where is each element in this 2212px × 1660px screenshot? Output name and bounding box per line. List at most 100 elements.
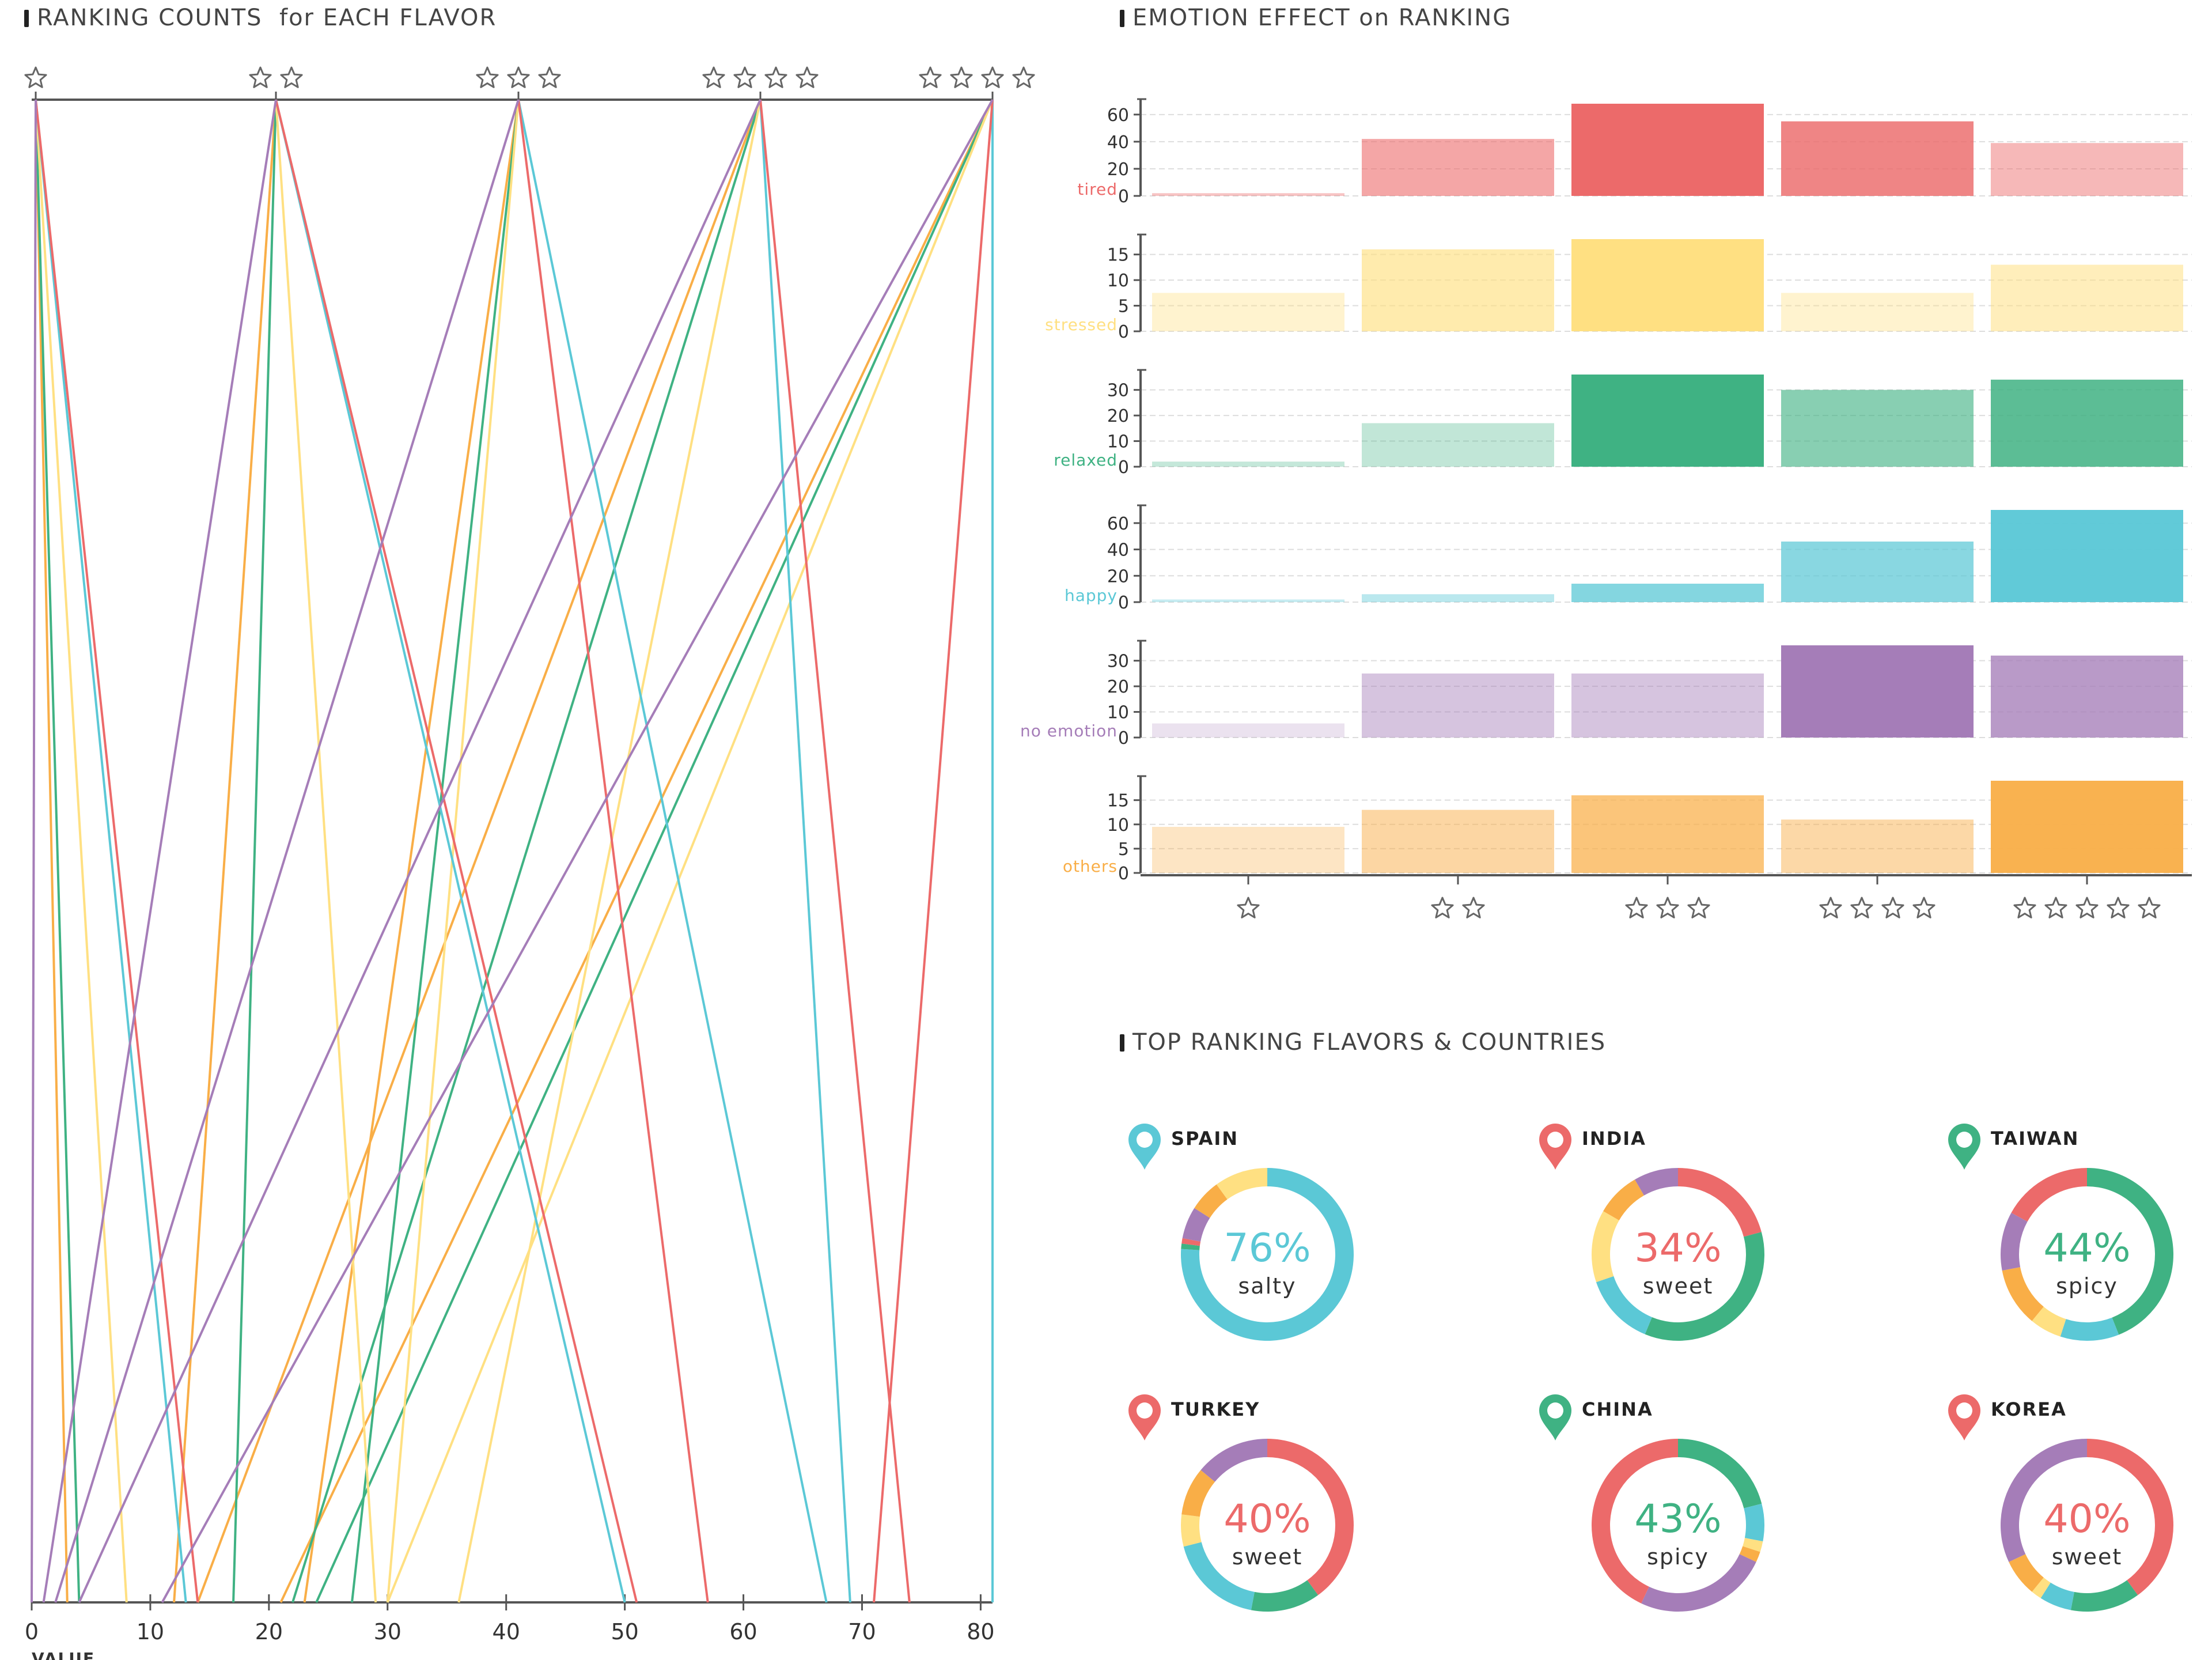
y-tick-label: 5 <box>1118 840 1129 860</box>
donut-slice <box>2070 1580 2138 1612</box>
star-outline-icon <box>2075 897 2099 918</box>
donut-slice <box>2060 1317 2119 1341</box>
title-marker <box>24 10 29 27</box>
flavor-line <box>42 99 277 1603</box>
donut-flavor: sweet <box>2052 1544 2123 1570</box>
y-tick-label: 0 <box>1118 593 1129 613</box>
value-axis-tick-label: 30 <box>374 1619 402 1644</box>
emotion-bar <box>1781 121 1974 196</box>
donut-slice <box>1181 1470 1215 1517</box>
emotion-bar <box>1362 139 1554 196</box>
star-outline-icon <box>1819 897 1842 918</box>
star-outline-icon <box>796 66 819 88</box>
star-outline-icon <box>1431 897 1454 918</box>
y-tick-label: 10 <box>1107 703 1129 723</box>
flavor-line <box>873 99 994 1603</box>
donut-slice <box>1596 1276 1652 1334</box>
donut-slice <box>1181 1238 1201 1246</box>
donut-slice <box>1194 1184 1228 1218</box>
donut-slice <box>1267 1439 1354 1595</box>
donut-slice <box>2032 1306 2066 1337</box>
top-ranking-title-text: TOP RANKING FLAVORS & COUNTRIES <box>1132 1029 1607 1056</box>
y-tick-label: 40 <box>1107 133 1129 153</box>
y-tick-label: 15 <box>1107 245 1129 266</box>
donut-slice <box>1182 1208 1210 1242</box>
y-tick-label: 20 <box>1107 160 1129 180</box>
donut-slice <box>1743 1538 1763 1552</box>
star-outline-icon <box>24 66 47 88</box>
star-outline-icon <box>249 66 272 88</box>
ranking-counts-title-text: RANKING COUNTS for EACH FLAVOR <box>37 5 497 31</box>
donut-flavor: salty <box>1238 1273 1296 1299</box>
emotion-bar <box>1781 819 1974 873</box>
emotion-bar <box>1362 810 1554 873</box>
country-name: TAIWAN <box>1991 1128 2079 1149</box>
flavor-line <box>457 99 762 1603</box>
value-axis-tick-label: 70 <box>848 1619 876 1644</box>
donut-percent: 76% <box>1224 1226 1310 1271</box>
emotion-bar <box>1152 723 1344 738</box>
y-tick-label: 10 <box>1107 271 1129 291</box>
donut-slice <box>1641 1554 1756 1612</box>
star-outline-icon <box>1237 897 1260 918</box>
star-outline-icon <box>702 66 725 88</box>
donut-slice <box>1200 1439 1267 1482</box>
donut-percent: 40% <box>2043 1496 2130 1542</box>
donut-flavor: sweet <box>1232 1544 1303 1570</box>
y-tick-label: 60 <box>1107 514 1129 534</box>
star-outline-icon <box>507 66 530 88</box>
star-outline-icon <box>981 66 1004 88</box>
emotion-bar <box>1571 673 1764 738</box>
flavor-line <box>759 99 911 1603</box>
flavor-line <box>35 99 69 1603</box>
flavor-line <box>517 99 828 1603</box>
location-pin-hole <box>1547 1402 1563 1419</box>
star-outline-icon <box>2138 897 2161 918</box>
flavor-line <box>386 99 994 1603</box>
donut-flavor: spicy <box>1647 1544 1709 1570</box>
emotion-effect-title-text: EMOTION EFFECT on RANKING <box>1132 5 1512 31</box>
donut-slice <box>2087 1168 2173 1335</box>
donut-slice <box>2001 1439 2087 1562</box>
y-tick-label: 0 <box>1118 457 1129 478</box>
ranking-counts-title: RANKING COUNTS for EACH FLAVOR <box>24 5 497 31</box>
donut-slice <box>1739 1546 1760 1562</box>
y-tick-label: 10 <box>1107 815 1129 835</box>
emotion-bar <box>1991 655 2183 738</box>
star-outline-icon <box>1625 897 1648 918</box>
flavor-line <box>35 99 199 1603</box>
donut-slice <box>1216 1168 1267 1200</box>
y-tick-label: 20 <box>1107 566 1129 587</box>
value-axis-tick-label: 50 <box>611 1619 638 1644</box>
flavor-line <box>303 99 520 1603</box>
flavor-line <box>279 99 994 1603</box>
flavor-line <box>31 99 37 1603</box>
donut-slice <box>2009 1554 2044 1592</box>
flavor-line <box>275 99 626 1603</box>
emotion-bar <box>1152 193 1344 196</box>
emotion-bar <box>1152 293 1344 331</box>
flavor-line <box>759 99 851 1603</box>
donut-slice <box>2032 1577 2051 1598</box>
star-outline-icon <box>476 66 499 88</box>
donut-slice <box>1183 1542 1255 1610</box>
donut-slice <box>1744 1503 1764 1542</box>
emotion-label: no emotion <box>1020 721 1118 740</box>
emotion-bar <box>1991 143 2183 196</box>
y-tick-label: 0 <box>1118 864 1129 884</box>
flavor-line <box>54 99 520 1603</box>
donut-slice <box>1251 1580 1319 1612</box>
top-ranking-chart: SPAIN76%saltyINDIA34%sweetTAIWAN44%spicy… <box>1128 1124 2173 1612</box>
flavor-line <box>275 99 638 1603</box>
flavor-line <box>35 99 187 1603</box>
star-outline-icon <box>1462 897 1485 918</box>
location-pin-hole <box>1547 1132 1563 1148</box>
value-axis-tick-label: 20 <box>255 1619 283 1644</box>
emotion-bar <box>1571 104 1764 196</box>
donut-percent: 43% <box>1634 1496 1721 1542</box>
title-marker <box>1120 10 1124 27</box>
star-outline-icon <box>764 66 787 88</box>
flavor-line <box>517 99 709 1603</box>
value-axis-tick-label: 40 <box>493 1619 520 1644</box>
star-outline-icon <box>538 66 561 88</box>
